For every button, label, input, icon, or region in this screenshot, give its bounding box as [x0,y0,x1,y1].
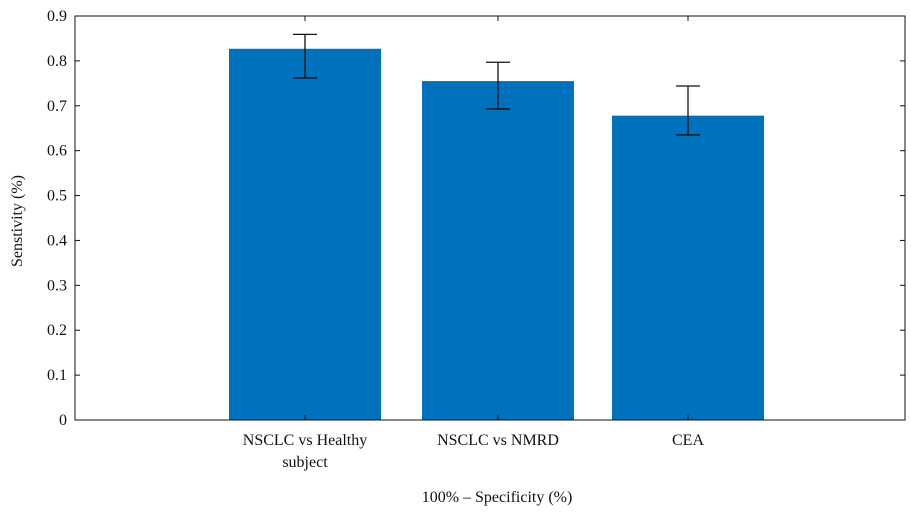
y-tick-label: 0.8 [47,53,67,70]
x-tick-label: CEA [672,432,704,449]
bars-group [229,48,764,421]
y-tick-label: 0.1 [47,367,67,384]
x-ticks-group: NSCLC vs Healthy subject NSCLC vs NMRD CEA [243,16,704,471]
y-tick-label: 0 [59,412,67,429]
error-bars-group [293,33,700,136]
y-tick-label: 0.7 [47,98,67,115]
y-ticks-group: 0 0.1 0.2 0.3 0.4 0.5 0.6 0.7 0.8 0.9 [47,8,905,429]
bar [422,81,574,420]
plot-frame [74,15,906,421]
axes-group [74,15,906,421]
bar [229,48,381,420]
y-tick-label: 0.5 [47,188,67,205]
y-tick-label: 0.2 [47,322,67,339]
x-tick-label-line: subject [282,454,328,471]
y-axis-label: Senstivity (%) [9,175,26,267]
y-tick-label: 0.4 [47,232,67,249]
y-tick-label: 0.9 [47,8,67,25]
y-tick-label: 0.6 [47,143,67,160]
x-tick-label-line: NSCLC vs Healthy [243,432,367,449]
bar [612,115,764,421]
x-axis-label: 100% – Specificity (%) [422,489,573,506]
x-tick-label-line: NSCLC vs NMRD [437,432,559,449]
x-tick-label: NSCLC vs Healthy subject [243,432,367,471]
x-tick-label: NSCLC vs NMRD [437,432,559,449]
x-tick-label-line: CEA [672,432,704,449]
y-tick-label: 0.3 [47,277,67,294]
